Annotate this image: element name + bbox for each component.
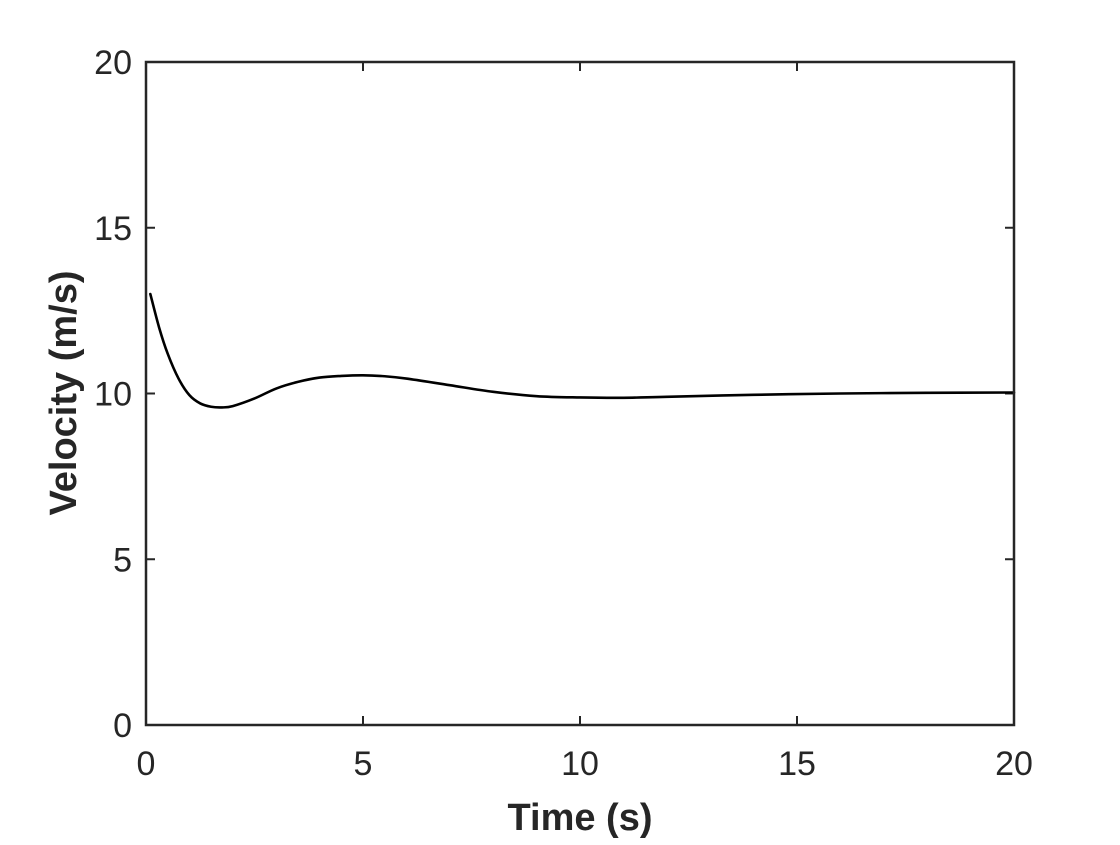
y-axis-title: Velocity (m/s) [43,271,85,516]
x-tick-label: 15 [778,745,816,783]
y-tick-label: 5 [113,541,132,579]
y-tick-label: 20 [94,44,132,82]
plot-area-frame [144,60,1016,727]
x-tick-label: 5 [354,745,373,783]
x-tick-label: 0 [137,745,156,783]
series-layer [149,292,1016,409]
y-tick-label: 0 [113,707,132,745]
x-axis-title: Time (s) [507,797,652,839]
x-tick-label: 10 [561,745,599,783]
y-tick-label: 10 [94,376,132,414]
x-tick-label: 20 [995,745,1033,783]
velocity-series-line [149,292,1016,409]
tick-labels-layer: 0 5 10 15 20 0 5 10 15 20 [94,44,1033,783]
y-tick-label: 15 [94,210,132,248]
